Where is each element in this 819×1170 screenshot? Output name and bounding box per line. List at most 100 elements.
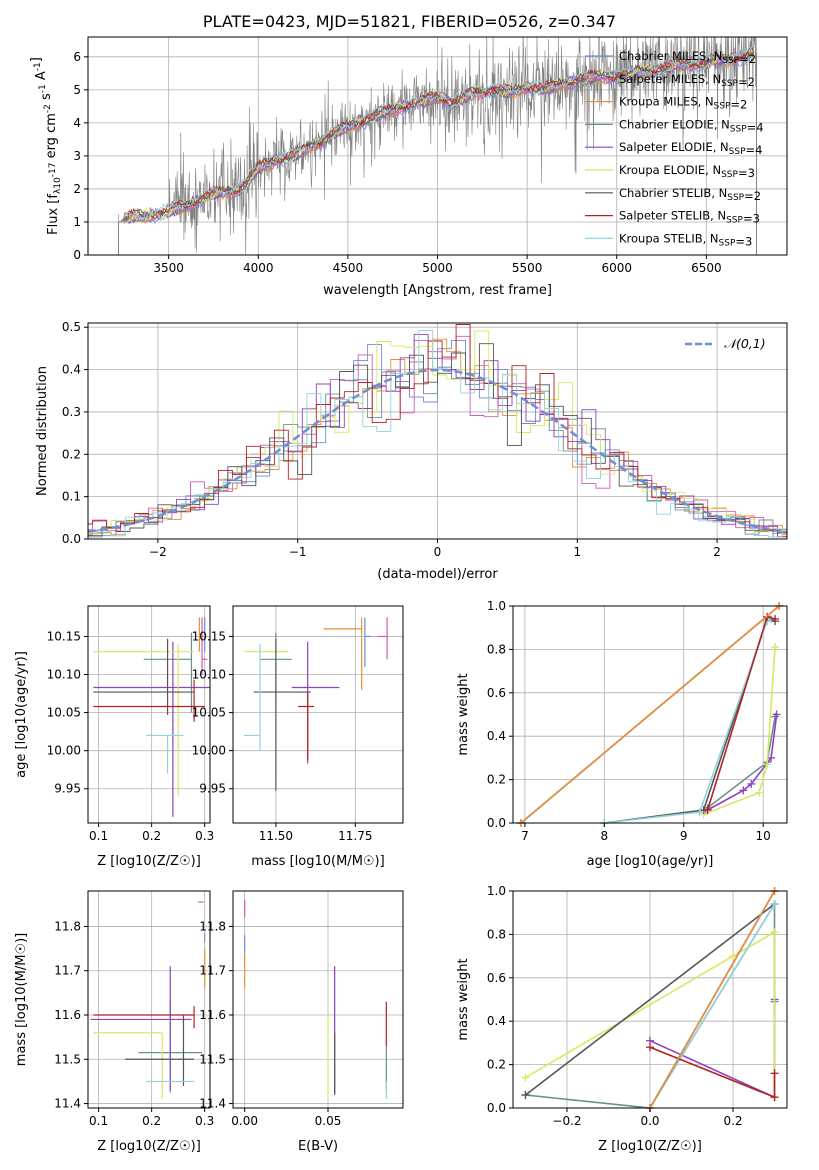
x-tick-label: 11.75 — [338, 829, 372, 843]
age-vs-mass-frame: 11.50 11.75 9.95 10.00 10.05 10.10 10.15 — [192, 605, 404, 843]
x-tick-label: 5000 — [422, 261, 453, 275]
y-tick-label: 0.6 — [487, 971, 506, 985]
spectrum-frame: 3500 4000 4500 5000 5500 6000 6500 0 1 2 3 4 5 6 — [73, 36, 788, 275]
x-tick-label: 3500 — [153, 261, 184, 275]
figure-title: PLATE=0423, MJD=51821, FIBERID=0526, z=0… — [202, 12, 617, 31]
legend-label-8: Salpeter STELIB, NSSP=3 — [619, 209, 760, 226]
legend-label-1: Chabrier MILES, NSSP=2 — [619, 49, 756, 66]
residual-hist-frame: −2 −1 0 1 2 0.0 0.1 0.2 0.3 0.4 0.5 — [62, 320, 788, 559]
y-axis-label: Normed distribution — [35, 366, 50, 496]
mass-vs-ebv-frame: 0.00 0.05 11.4 11.5 11.6 11.7 11.8 — [199, 890, 404, 1128]
x-axis-label: Z [log10(Z/Z☉)] — [97, 854, 201, 869]
y-tick-label: 10.10 — [47, 668, 81, 682]
y-tick-label: 0.4 — [62, 363, 81, 377]
x-tick-label: 7 — [521, 829, 529, 843]
mass-weight-vs-z-series — [521, 887, 779, 1112]
x-axis-label: wavelength [Angstrom, rest frame] — [323, 283, 552, 298]
plot-frame — [512, 605, 788, 824]
normal-curve — [87, 368, 785, 533]
y-tick-label: 9.95 — [54, 782, 81, 796]
y-tick-label: 0.2 — [487, 773, 506, 787]
spectrum-series — [117, 37, 758, 255]
y-axis-label: Flux [fλ10-17 erg cm-2 s-1 A-1] — [29, 57, 63, 235]
mass-weight-line-6 — [703, 647, 776, 816]
y-tick-label: 11.5 — [54, 1052, 81, 1066]
x-tick-label: 11.50 — [259, 829, 293, 843]
y-tick-label: 4 — [73, 116, 81, 130]
y-tick-label: 5 — [73, 83, 81, 97]
mass-weight-line-8 — [649, 1046, 776, 1099]
y-tick-label: 3 — [73, 149, 81, 163]
x-tick-label: 0.2 — [142, 829, 161, 843]
x-tick-label: 4000 — [243, 261, 274, 275]
y-tick-label: 11.4 — [54, 1097, 81, 1111]
legend-label-2: Salpeter MILES, NSSP=2 — [619, 72, 755, 89]
y-tick-label: 9.95 — [199, 782, 226, 796]
y-tick-label: 11.5 — [199, 1052, 226, 1066]
y-tick-label: 0.2 — [62, 447, 81, 461]
histogram-series-5 — [88, 333, 787, 533]
histogram-series-6 — [88, 330, 787, 538]
mass-weight-vs-age-series — [516, 602, 784, 827]
mass-weight-vs-z-frame: −0.2 0.0 0.2 0.0 0.2 0.4 0.6 0.8 1.0 — [487, 884, 788, 1128]
x-tick-label: 8 — [601, 829, 609, 843]
model-line-6 — [123, 53, 755, 224]
plot-frame — [87, 605, 211, 824]
x-tick-label: 0.2 — [723, 1114, 742, 1128]
legend-label-3: Kroupa MILES, NSSP=2 — [619, 95, 747, 112]
y-tick-label: 11.8 — [199, 919, 226, 933]
x-tick-label: 0 — [434, 545, 442, 559]
x-tick-label: −2 — [149, 545, 167, 559]
x-tick-label: 6500 — [691, 261, 722, 275]
legend-label-9: Kroupa STELIB, NSSP=3 — [619, 231, 752, 248]
spectrum-legend: Chabrier MILES, NSSP=2 Salpeter MILES, NS… — [585, 49, 764, 248]
y-tick-label: 10.05 — [47, 706, 81, 720]
plot-frame — [87, 890, 211, 1109]
y-tick-label: 0.4 — [487, 729, 506, 743]
y-tick-label: 0.6 — [487, 686, 506, 700]
x-axis-label: Z [log10(Z/Z☉)] — [598, 1139, 702, 1154]
y-tick-label: 10.10 — [192, 668, 226, 682]
y-tick-label: 10.00 — [192, 744, 226, 758]
spectrum-axes — [88, 37, 787, 256]
y-axis-label: mass weight — [456, 673, 471, 755]
model-line-9 — [123, 45, 755, 221]
y-tick-label: 0.4 — [487, 1014, 506, 1028]
mass-weight-line-9 — [604, 618, 772, 824]
x-tick-label: 9 — [680, 829, 688, 843]
x-tick-label: 2 — [713, 545, 721, 559]
age-vs-z-frame: 0.1 0.2 0.3 9.95 10.00 10.05 10.10 10.15 — [47, 605, 214, 843]
x-axis-label: E(B-V) — [298, 1139, 338, 1154]
y-tick-label: 1.0 — [487, 599, 506, 613]
mass-vs-ebv-points — [244, 899, 387, 1100]
y-tick-label: 10.15 — [47, 629, 81, 643]
mass-vs-z-points — [90, 901, 206, 1100]
y-axis-label: mass weight — [456, 958, 471, 1040]
x-tick-label: 0.1 — [89, 1114, 108, 1128]
x-axis-label: mass [log10(M/M☉)] — [251, 854, 384, 869]
x-axis-label: Z [log10(Z/Z☉)] — [97, 1139, 201, 1154]
x-tick-label: 0.3 — [195, 1114, 214, 1128]
y-tick-label: 0.8 — [487, 642, 506, 656]
y-tick-label: 11.6 — [199, 1008, 226, 1022]
mass-weight-vs-age-frame: 7 8 9 10 0.0 0.2 0.4 0.6 0.8 1.0 — [487, 599, 788, 843]
y-axis-label: mass [log10(M/M☉)] — [14, 933, 29, 1066]
x-tick-label: 4500 — [333, 261, 364, 275]
legend-label-4: Chabrier ELODIE, NSSP=4 — [619, 117, 764, 134]
x-tick-label: 10 — [756, 829, 771, 843]
age-vs-mass-axes — [233, 606, 403, 823]
mass-vs-z-axes — [88, 891, 210, 1108]
plot-frame — [232, 605, 404, 824]
y-tick-label: 0.1 — [62, 490, 81, 504]
y-tick-label: 0.8 — [487, 927, 506, 941]
plot-frame — [232, 890, 404, 1109]
y-tick-label: 11.7 — [54, 964, 81, 978]
x-tick-label: 0.2 — [142, 1114, 161, 1128]
legend-label-7: Chabrier STELIB, NSSP=2 — [619, 186, 761, 203]
y-tick-label: 0.0 — [62, 532, 81, 546]
y-tick-label: 6 — [73, 50, 81, 64]
model-line-3 — [123, 48, 755, 224]
legend-label: 𝒩(0,1) — [724, 336, 766, 351]
x-tick-label: 0.0 — [640, 1114, 659, 1128]
